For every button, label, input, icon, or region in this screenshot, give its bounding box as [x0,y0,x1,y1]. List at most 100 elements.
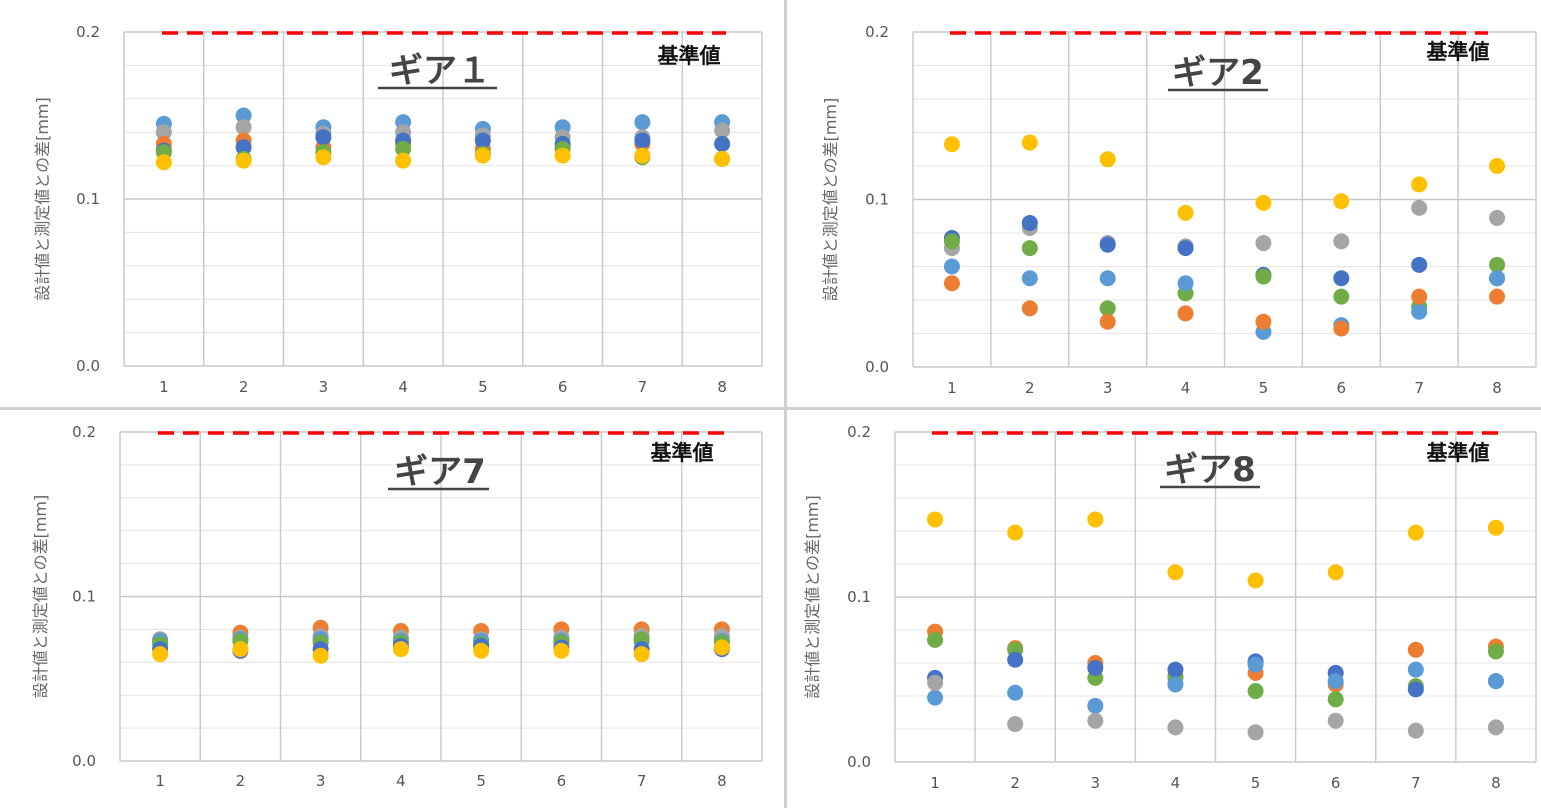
data-point [927,511,944,528]
chart-gear-1: 0.0 0.1 0.2 1 2 3 4 5 6 7 8 設計値と測定値との差[mm] ギア１ 基準値 [33,23,763,396]
data-point [1327,564,1344,581]
data-point [1327,691,1344,708]
data-point [1407,641,1424,658]
y-tick-label: 0.0 [76,357,100,375]
data-point [927,631,944,648]
data-point [1327,712,1344,729]
data-point [1327,673,1344,690]
data-point [1489,158,1506,174]
chart-gear-7: 0.0 0.1 0.2 1 2 3 4 5 6 7 8 設計値と測定値との差[mm] ギア7 基準値 [31,423,763,790]
data-point [1411,256,1428,273]
x-tick-label: 4 [396,772,406,790]
x-tick-label: 6 [558,378,568,396]
data-point [1021,300,1038,317]
data-point [395,152,412,169]
x-tick-label: 1 [930,774,940,792]
data-point [1007,716,1024,733]
data-point [553,642,570,659]
x-tick-label: 3 [319,378,329,396]
x-tick-label: 8 [717,772,727,790]
data-point [714,122,731,139]
x-tick-label: 8 [1491,774,1501,792]
x-tick-label: 8 [1492,379,1502,397]
data-point [1007,651,1024,668]
x-tick-label: 3 [1091,774,1101,792]
data-point [155,124,172,141]
x-tick-label: 5 [1259,379,1269,397]
data-point [155,154,172,171]
x-tick-label: 6 [1337,379,1347,397]
x-tick-label: 6 [557,772,567,790]
data-point [152,646,169,663]
x-tick-label: 5 [1251,774,1261,792]
data-point [235,139,252,156]
chart-title: ギア7 [394,452,486,492]
data-point [1487,519,1504,536]
chart-title: ギア8 [1164,450,1256,490]
data-point [1333,233,1350,250]
data-point [312,647,329,664]
y-tick-label: 0.1 [847,588,871,606]
y-tick-label: 0.2 [865,23,889,41]
x-tick-label: 7 [637,772,647,790]
data-point [943,275,960,292]
data-point [473,642,490,659]
data-point [554,147,571,164]
x-tick-label: 2 [1025,379,1035,397]
chart-panel-gear-2: 0.0 0.1 0.2 1 2 3 4 5 6 7 8 設計値と測定値との差[mm] ギア2 基準値 [787,0,1541,407]
data-point [1177,275,1194,292]
x-tick-label: 6 [1331,774,1341,792]
data-point [1333,288,1350,305]
data-point [1247,572,1264,589]
data-point [1333,193,1350,210]
data-point [1167,564,1184,581]
chart-title: ギア１ [389,51,491,91]
x-tick-label: 8 [717,378,727,396]
data-point [392,641,409,658]
data-point [1167,676,1184,693]
data-point [1411,288,1428,305]
x-tick-label: 3 [1103,379,1113,397]
x-tick-label: 4 [1181,379,1191,397]
data-point [714,150,731,167]
data-point [1099,151,1116,168]
data-point [1247,683,1264,700]
data-point [1099,313,1116,330]
data-point [634,147,651,164]
data-point [633,646,650,663]
x-tick-label: 4 [1171,774,1181,792]
data-point [1489,270,1506,287]
data-point [1489,256,1506,273]
x-tick-label: 2 [1010,774,1020,792]
data-point [474,132,491,149]
data-point [395,140,412,157]
data-point [1489,209,1506,226]
x-tick-label: 1 [159,378,169,396]
data-point [1489,288,1506,305]
data-point [1099,236,1116,253]
data-point [713,639,730,656]
data-point [1167,661,1184,678]
data-point [634,132,651,149]
x-tick-label: 5 [476,772,486,790]
x-tick-label: 4 [398,378,408,396]
chart-gear-8: 0.0 0.1 0.2 1 2 3 4 5 6 7 8 設計値と測定値との差[mm] ギア8 基準値 [803,423,1537,792]
data-point [1087,697,1104,714]
data-point [1177,204,1194,221]
data-point [714,135,731,152]
data-point [1177,240,1194,257]
data-point [1333,270,1350,287]
chart-title: ギア2 [1172,53,1264,93]
data-point [1487,719,1504,736]
x-tick-label: 7 [1414,379,1424,397]
data-point [1007,684,1024,701]
y-axis-title: 設計値と測定値との差[mm] [33,97,52,301]
data-point [232,641,249,658]
data-point [474,147,491,164]
y-axis-title: 設計値と測定値との差[mm] [821,98,840,302]
reference-label: 基準値 [651,441,714,465]
data-point [1407,661,1424,678]
data-point [943,258,960,275]
data-point [1407,722,1424,739]
data-point [1021,134,1038,151]
